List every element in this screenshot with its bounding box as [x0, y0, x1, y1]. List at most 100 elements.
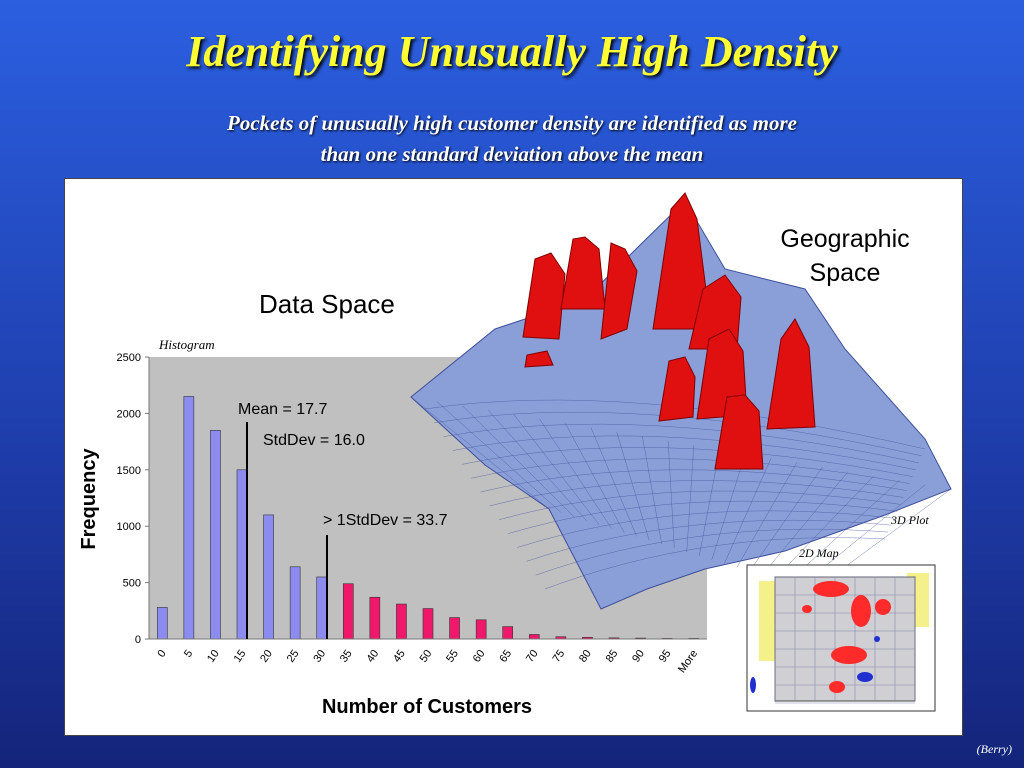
mesh-line-1 — [436, 401, 562, 514]
x-tick-label-95: 95 — [657, 648, 674, 665]
bar-65 — [502, 626, 514, 640]
peak-10 — [524, 350, 554, 368]
x-tick-label-50: 50 — [418, 648, 435, 665]
hotspot-4 — [831, 646, 867, 664]
x-tick-label-25: 25 — [285, 648, 302, 665]
mesh-curve-3 — [452, 435, 916, 471]
mesh-curve-10 — [517, 510, 895, 548]
stddev-annotation: StdDev = 16.0 — [263, 432, 365, 449]
mesh-line-0 — [410, 396, 550, 510]
mesh-curve-6 — [480, 469, 907, 493]
peak-3 — [600, 242, 638, 340]
peak-7 — [658, 356, 696, 422]
geo-space-label-line2: Space — [810, 259, 881, 287]
hotspot-5 — [829, 681, 845, 693]
x-tick-label-65: 65 — [497, 648, 514, 665]
mesh-curve-13 — [544, 537, 886, 590]
bar-0 — [156, 607, 168, 640]
hotspot-3 — [875, 599, 891, 615]
x-tick-label-45: 45 — [391, 648, 408, 665]
hotspot-6 — [802, 605, 812, 613]
plot3d-label: 3D Plot — [890, 513, 929, 527]
subtitle-line-2: than one standard deviation above the me… — [320, 142, 704, 166]
bar-25 — [289, 566, 301, 640]
mesh-curve-8 — [498, 490, 901, 521]
x-tick-label-15: 15 — [232, 648, 249, 665]
mesh-line-17 — [761, 471, 849, 576]
bar-5 — [183, 396, 195, 640]
mesh-line-6 — [565, 423, 625, 533]
mesh-line-7 — [590, 427, 637, 537]
peak-9 — [766, 318, 816, 430]
bar-30 — [316, 576, 328, 640]
x-tick-label-0: 0 — [155, 648, 168, 660]
mesh-line-18 — [774, 475, 875, 580]
figure-svg: 0 500 1000 1500 2000 2500 0 5 10 15 20 25 30 35 40 45 5… — [78, 192, 952, 718]
bar-45 — [396, 603, 407, 640]
mesh-line-9 — [642, 436, 662, 545]
x-tick-label-80: 80 — [577, 648, 594, 665]
y-tick-label-2500: 2500 — [117, 352, 141, 364]
map-2d-inset — [746, 564, 936, 712]
x-axis-label: Number of Customers — [322, 696, 532, 718]
mesh-line-16 — [749, 466, 823, 572]
mesh-line-2 — [462, 405, 575, 517]
data-space-label: Data Space — [259, 289, 395, 319]
bar-10 — [210, 430, 221, 640]
bar-40 — [369, 596, 381, 640]
map-water-2 — [874, 636, 880, 642]
y-tick-label-1500: 1500 — [117, 465, 141, 477]
mesh-line-5 — [539, 418, 612, 529]
x-tick-label-75: 75 — [550, 648, 567, 665]
density-peaks — [522, 192, 816, 470]
bar-35 — [342, 583, 354, 640]
surface-grid-lines — [410, 396, 952, 592]
x-tick-label-55: 55 — [444, 648, 461, 665]
map-hotspots — [802, 581, 891, 693]
map-water-1 — [857, 672, 873, 682]
peak-1 — [522, 252, 566, 340]
map-road-grid — [774, 576, 916, 704]
y-tick-label-1000: 1000 — [117, 521, 141, 533]
figure-panel: 0 500 1000 1500 2000 2500 0 5 10 15 20 25 30 35 40 45 5… — [64, 178, 963, 736]
credit-text: (Berry) — [976, 742, 1012, 756]
mesh-curve-1 — [434, 411, 922, 457]
bar-70 — [528, 634, 540, 640]
x-tick-label-10: 10 — [205, 648, 222, 665]
surface-3d-plot — [410, 192, 952, 610]
bar-55 — [449, 617, 460, 640]
y-ticks: 0 500 1000 1500 2000 2500 — [117, 352, 149, 646]
x-ticks: 0 5 10 15 20 25 30 35 40 45 50 55 60 65 70 75 80 85 90 95 Mo… — [155, 648, 700, 675]
subtitle-line-1: Pockets of unusually high customer densi… — [227, 111, 797, 135]
mesh-line-15 — [736, 462, 797, 568]
mesh-curve-5 — [471, 458, 910, 484]
map-study-area — [774, 576, 916, 702]
x-tick-label-60: 60 — [471, 648, 488, 665]
x-tick-label-5: 5 — [182, 648, 195, 660]
x-tick-label-More: More — [676, 648, 700, 675]
mesh-curve-0 — [424, 399, 926, 450]
y-tick-label-2000: 2000 — [117, 408, 141, 420]
y-tick-label-500: 500 — [123, 578, 141, 590]
x-tick-label-85: 85 — [604, 648, 621, 665]
mesh-line-4 — [513, 414, 600, 525]
threshold-annotation: > 1StdDev = 33.7 — [323, 512, 448, 529]
mean-annotation: Mean = 17.7 — [238, 401, 328, 418]
x-tick-label-30: 30 — [311, 648, 328, 665]
peak-2 — [560, 236, 606, 310]
hotspot-1 — [813, 581, 849, 597]
mesh-line-11 — [686, 445, 695, 552]
x-tick-label-40: 40 — [364, 648, 381, 665]
x-tick-label-20: 20 — [258, 648, 275, 665]
mesh-curve-9 — [508, 500, 898, 534]
y-tick-label-0: 0 — [135, 634, 141, 646]
mesh-curve-4 — [461, 447, 913, 477]
histogram-label: Histogram — [158, 337, 215, 352]
bar-60 — [475, 619, 487, 640]
mesh-curve-11 — [526, 519, 892, 562]
x-tick-label-35: 35 — [338, 648, 355, 665]
geo-space-label-line1: Geographic — [780, 225, 909, 253]
bar-20 — [263, 514, 274, 640]
mesh-line-13 — [711, 453, 746, 560]
hotspot-2 — [851, 595, 871, 627]
